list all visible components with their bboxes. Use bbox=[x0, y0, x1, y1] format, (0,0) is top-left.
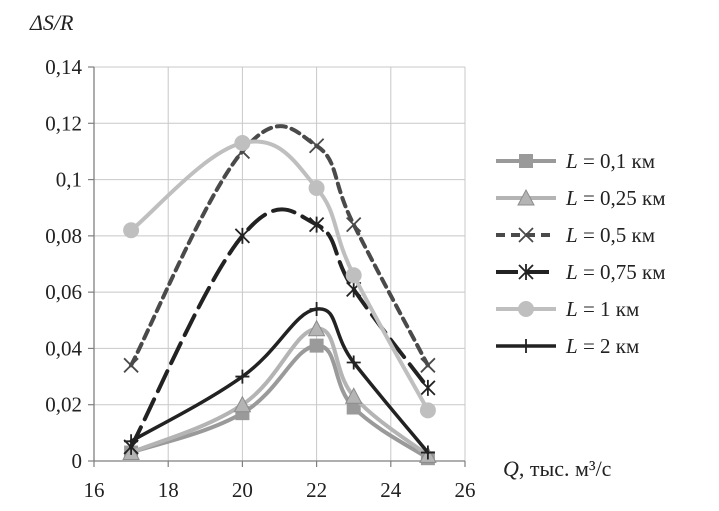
legend-label: L = 0,25 км bbox=[565, 186, 666, 210]
x-tick-label: 16 bbox=[84, 478, 105, 502]
x-tick-label: 22 bbox=[306, 478, 327, 502]
data-point-s025 bbox=[307, 319, 326, 337]
legend-label: L = 1 км bbox=[565, 297, 639, 321]
legend-marker bbox=[517, 188, 535, 206]
legend-label-var: L bbox=[565, 223, 578, 247]
legend-label-rest: = 0,5 км bbox=[578, 223, 655, 247]
legend-label-var: L bbox=[565, 297, 578, 321]
legend-label: L = 0,75 км bbox=[565, 260, 666, 284]
grid bbox=[93, 66, 466, 462]
legend-label-rest: = 0,1 км bbox=[578, 149, 655, 173]
legend-label: L = 0,5 км bbox=[565, 223, 655, 247]
series-s1 bbox=[123, 134, 436, 419]
data-point-s2 bbox=[124, 434, 139, 449]
legend-item-s2: L = 2 км bbox=[496, 334, 639, 358]
series-s2 bbox=[124, 302, 435, 460]
legend-item-s01: L = 0,1 км bbox=[496, 149, 655, 173]
x-tick-label: 18 bbox=[158, 478, 179, 502]
x-tick-labels: 16 18 20 22 24 26 bbox=[84, 478, 476, 502]
data-point-s1 bbox=[123, 222, 140, 239]
series-line-s05 bbox=[129, 124, 430, 368]
x-tick-label: 24 bbox=[380, 478, 402, 502]
data-point-s05 bbox=[346, 216, 362, 233]
legend-marker bbox=[518, 227, 534, 243]
y-tick-label: 0 bbox=[72, 449, 83, 473]
series-line-s025 bbox=[129, 326, 430, 458]
legend-marker bbox=[519, 339, 533, 353]
legend-label-var: L bbox=[565, 186, 578, 210]
legend-item-s025: L = 0,25 км bbox=[496, 186, 666, 210]
data-point-s2 bbox=[420, 445, 435, 460]
y-tick-label: 0,08 bbox=[45, 224, 82, 248]
x-axis-label-var: Q bbox=[503, 456, 519, 481]
series-group bbox=[122, 124, 437, 466]
data-point-s2 bbox=[235, 369, 250, 384]
legend-item-s1: L = 1 км bbox=[496, 297, 639, 321]
legend-item-s05: L = 0,5 км bbox=[496, 223, 655, 247]
data-point-s01 bbox=[309, 338, 324, 353]
data-point-s05 bbox=[420, 357, 436, 373]
legend-label-rest: = 1 км bbox=[578, 297, 640, 321]
y-tick-labels: 0 0,02 0,04 0,06 0,08 0,1 0,12 0,14 bbox=[45, 55, 82, 473]
axes bbox=[88, 66, 466, 467]
legend-label-rest: = 0,75 км bbox=[578, 260, 666, 284]
data-point-s1 bbox=[419, 402, 436, 419]
series-line-s1 bbox=[129, 139, 430, 413]
y-tick-label: 0,14 bbox=[45, 55, 82, 79]
legend-marker bbox=[519, 154, 533, 168]
x-axis-label: Q, тыс. м³/с bbox=[503, 456, 612, 481]
legend-label: L = 0,1 км bbox=[565, 149, 655, 173]
legend-label-var: L bbox=[565, 260, 578, 284]
legend: L = 0,1 кмL = 0,25 кмL = 0,5 кмL = 0,75 … bbox=[496, 149, 666, 358]
legend-marker bbox=[518, 301, 534, 317]
y-tick-label: 0,02 bbox=[45, 393, 82, 417]
data-point-s1 bbox=[345, 267, 362, 284]
data-point-s05 bbox=[123, 357, 139, 373]
y-tick-label: 0,06 bbox=[45, 280, 82, 304]
data-point-s075 bbox=[308, 216, 325, 233]
data-point-s075 bbox=[420, 379, 436, 396]
legend-label-var: L bbox=[565, 334, 578, 358]
data-point-s2 bbox=[346, 355, 361, 370]
x-tick-label: 20 bbox=[232, 478, 253, 502]
series-s05 bbox=[123, 124, 436, 373]
legend-marker bbox=[518, 264, 534, 280]
legend-label-var: L bbox=[565, 149, 578, 173]
y-axis-label: ΔS/R bbox=[29, 10, 74, 35]
data-point-s075 bbox=[234, 227, 251, 244]
x-axis-label-unit: , тыс. м³/с bbox=[519, 456, 612, 481]
data-point-s1 bbox=[308, 180, 325, 197]
data-point-s2 bbox=[309, 302, 324, 317]
y-tick-label: 0,04 bbox=[45, 336, 82, 360]
data-point-s025 bbox=[233, 395, 252, 413]
legend-label-rest: = 0,25 км bbox=[578, 186, 666, 210]
y-tick-label: 0,1 bbox=[56, 168, 82, 192]
data-point-s1 bbox=[234, 134, 251, 151]
data-point-s025 bbox=[344, 387, 363, 404]
legend-label: L = 2 км bbox=[565, 334, 639, 358]
series-s01 bbox=[124, 338, 435, 466]
legend-label-rest: = 2 км bbox=[578, 334, 640, 358]
data-point-s05 bbox=[308, 138, 325, 154]
x-tick-label: 26 bbox=[455, 478, 476, 502]
y-tick-label: 0,12 bbox=[45, 111, 82, 135]
legend-item-s075: L = 0,75 км bbox=[496, 260, 666, 284]
data-point-s01 bbox=[346, 400, 361, 415]
